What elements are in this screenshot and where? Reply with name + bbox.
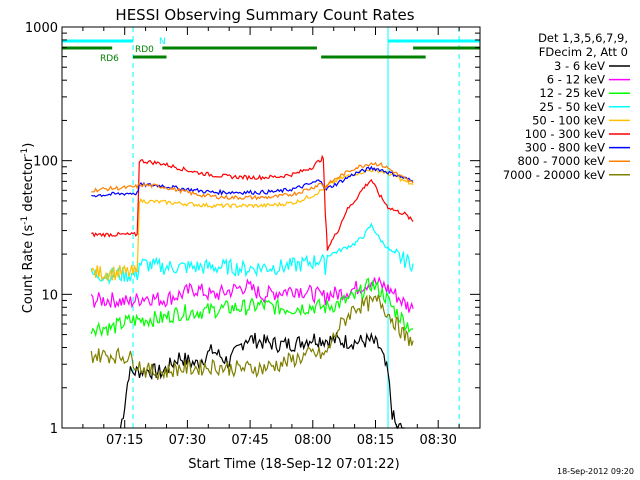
y-axis-label: Count Rate (s-1 detector-1)	[20, 143, 36, 314]
series-line-5	[91, 154, 414, 251]
legend-entry-5: 100 - 300 keV	[525, 127, 605, 141]
x-tick-label-2: 07:45	[231, 433, 268, 448]
x-tick-label-0: 07:15	[106, 433, 143, 448]
x-axis-label: Start Time (18-Sep-12 07:01:22)	[188, 457, 399, 472]
plot-frame	[61, 26, 481, 429]
plot-area: N RD0 RD6	[61, 27, 480, 430]
x-tick-label-1: 07:30	[169, 433, 206, 448]
x-tick-label-5: 08:30	[419, 433, 456, 448]
axes: 1 10 100 1000 07:15 07:30 07:45 08:00 08:15 08:30	[25, 21, 481, 448]
legend-header-line-1: Det 1,3,5,6,7,9,	[538, 31, 628, 45]
y-axis-label-mid: detector	[21, 156, 36, 216]
x-tick-label-4: 08:15	[357, 433, 394, 448]
footer-timestamp: 18-Sep-2012 09:20	[557, 467, 634, 476]
series-line-4	[90, 168, 414, 282]
legend-header-line-2: FDecim 2, Att 0	[539, 45, 628, 59]
y-axis-label-end: )	[21, 143, 36, 148]
legend-entry-4: 50 - 100 keV	[532, 113, 605, 127]
legend-entry-0: 3 - 6 keV	[554, 59, 605, 73]
legend-entry-6: 300 - 800 keV	[525, 141, 605, 155]
series-line-1	[90, 276, 414, 313]
series-line-7	[91, 161, 414, 201]
legend-entry-3: 25 - 50 keV	[539, 100, 605, 114]
x-tick-label-3: 08:00	[294, 433, 331, 448]
legend-entry-8: 7000 - 20000 keV	[503, 168, 605, 182]
legend: Det 1,3,5,6,7,9, FDecim 2, Att 0 3 - 6 k…	[503, 31, 630, 182]
series-line-2	[90, 277, 414, 338]
legend-entry-1: 6 - 12 keV	[547, 73, 605, 87]
state-label-rd0: RD0	[135, 45, 154, 55]
legend-entry-7: 800 - 7000 keV	[517, 154, 605, 168]
y-tick-label-3: 1000	[25, 21, 58, 36]
y-axis-label-main: Count Rate (s	[21, 225, 36, 314]
chart-title: HESSI Observing Summary Count Rates	[115, 6, 414, 24]
state-label-n: N	[159, 37, 166, 47]
series-line-3	[90, 222, 414, 285]
series-line-0	[119, 331, 405, 430]
y-axis-label-sup1: -1	[20, 216, 30, 225]
state-label-rd6: RD6	[100, 54, 119, 64]
y-tick-label-0: 1	[50, 422, 58, 437]
legend-entry-2: 12 - 25 keV	[539, 86, 605, 100]
y-axis-label-sup2: -1	[20, 148, 30, 157]
y-tick-label-1: 10	[41, 288, 58, 303]
y-tick-label-2: 100	[33, 155, 58, 170]
series-line-8	[90, 294, 414, 381]
